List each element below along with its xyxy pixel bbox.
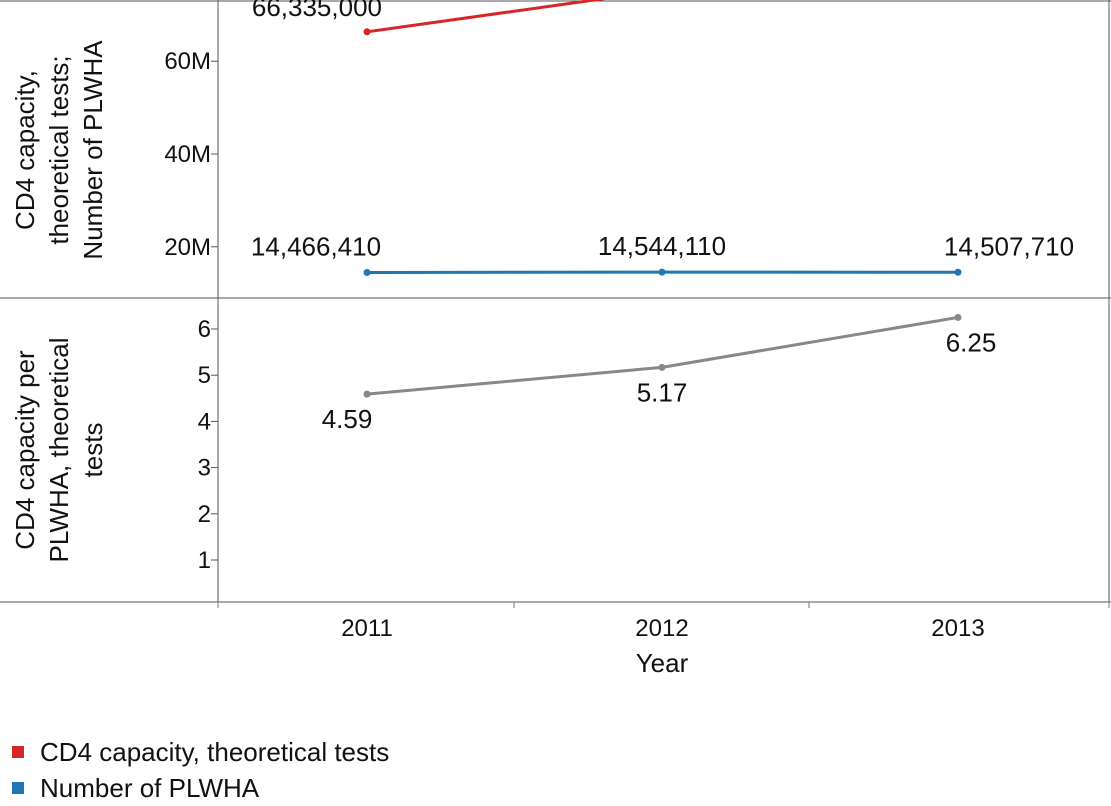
data-label: 14,544,110 [598, 231, 726, 261]
y-tick-label: 5 [198, 362, 211, 389]
y-tick-label: 3 [198, 455, 211, 482]
series-line [367, 0, 958, 32]
data-label: 6.25 [946, 327, 997, 357]
data-point [955, 314, 962, 321]
y-tick-label: 1 [198, 547, 211, 574]
x-tick-label: 2011 [341, 615, 393, 642]
chart: 201120122013Year20M40M60M80M100M120MCD4 … [0, 0, 1111, 730]
data-point [659, 269, 666, 276]
y-axis-title: tests [78, 423, 108, 478]
legend-item-cd4-capacity: CD4 capacity, theoretical tests [12, 734, 389, 770]
legend-label: CD4 capacity, theoretical tests [40, 737, 389, 768]
x-tick-label: 2012 [635, 615, 688, 642]
y-tick-label: 60M [164, 48, 211, 75]
data-point [364, 28, 371, 35]
x-axis-title: Year [636, 648, 689, 678]
y-tick-label: 20M [164, 234, 211, 261]
legend: CD4 capacity, theoretical tests Number o… [12, 734, 389, 806]
y-tick-label: 2 [198, 501, 211, 528]
data-label: 66,335,000 [252, 0, 382, 22]
data-point [955, 269, 962, 276]
y-axis-title: PLWHA, theoretical [44, 338, 74, 563]
data-point [364, 269, 371, 276]
data-label: 14,466,410 [251, 231, 381, 261]
x-tick-label: 2013 [931, 615, 984, 642]
data-label: 5.17 [637, 377, 688, 407]
legend-swatch-red [12, 746, 24, 758]
y-axis-title: Number of PLWHA [78, 40, 108, 260]
data-point [364, 391, 371, 398]
data-point [659, 364, 666, 371]
y-axis-title: CD4 capacity per [10, 350, 40, 550]
legend-swatch-blue [12, 782, 24, 794]
y-tick-label: 6 [198, 316, 211, 343]
legend-item-plwha: Number of PLWHA [12, 770, 389, 806]
data-label: 14,507,710 [944, 231, 1074, 261]
y-axis-title: CD4 capacity, [10, 70, 40, 230]
legend-label: Number of PLWHA [40, 773, 259, 804]
data-label: 4.59 [322, 404, 373, 434]
y-tick-label: 4 [198, 408, 211, 435]
y-axis-title: theoretical tests; [44, 55, 74, 244]
y-tick-label: 40M [164, 141, 211, 168]
